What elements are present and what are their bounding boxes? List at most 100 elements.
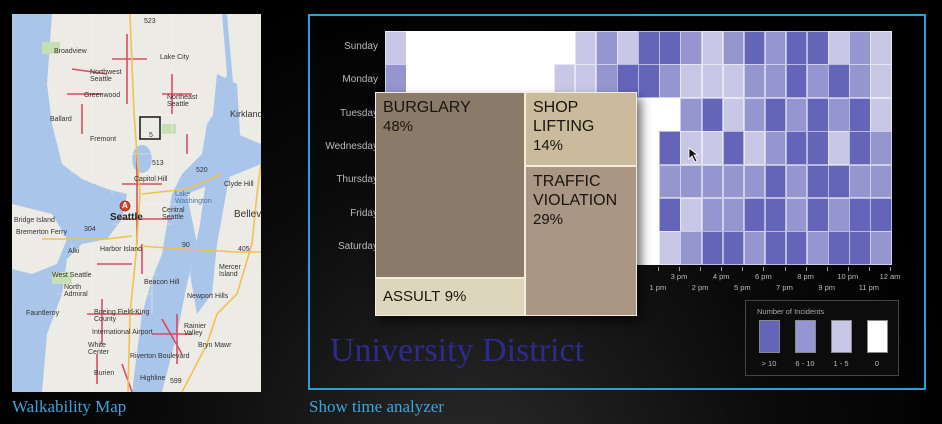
heatmap-cell[interactable]: [701, 198, 724, 232]
treemap-traffic-violation[interactable]: TRAFFIC VIOLATION 29%: [525, 166, 637, 316]
heatmap-cell[interactable]: [807, 97, 829, 132]
heatmap-cell[interactable]: [743, 97, 766, 132]
heatmap-cell[interactable]: [807, 64, 829, 99]
heatmap-cell[interactable]: [490, 31, 513, 65]
heatmap-cell[interactable]: [722, 31, 745, 65]
heatmap-cell[interactable]: [870, 198, 892, 232]
heatmap-cell[interactable]: [849, 198, 871, 232]
heatmap-cell[interactable]: [680, 64, 702, 99]
heatmap-cell[interactable]: [680, 164, 702, 199]
heatmap-cell[interactable]: [701, 64, 724, 99]
heatmap-cell[interactable]: [743, 198, 766, 232]
heatmap-cell[interactable]: [870, 131, 892, 166]
heatmap-cell[interactable]: [764, 198, 787, 232]
heatmap-cell[interactable]: [722, 64, 745, 99]
heatmap-cell[interactable]: [870, 31, 892, 65]
heatmap-cell[interactable]: [638, 131, 660, 166]
heatmap-cell[interactable]: [680, 31, 702, 65]
heatmap-cell[interactable]: [849, 31, 871, 65]
heatmap-cell[interactable]: [828, 164, 850, 199]
heatmap-cell[interactable]: [828, 97, 850, 132]
heatmap-cell[interactable]: [638, 231, 660, 266]
heatmap-cell[interactable]: [849, 64, 871, 99]
heatmap-cell[interactable]: [785, 64, 808, 99]
heatmap-cell[interactable]: [849, 97, 871, 132]
heatmap-cell[interactable]: [680, 131, 702, 166]
heatmap-cell[interactable]: [764, 231, 787, 266]
heatmap-cell[interactable]: [701, 97, 724, 132]
heatmap-cell[interactable]: [870, 64, 892, 99]
heatmap-cell[interactable]: [574, 31, 597, 65]
heatmap-cell[interactable]: [638, 31, 660, 65]
heatmap-cell[interactable]: [701, 231, 724, 266]
heatmap-cell[interactable]: [828, 64, 850, 99]
heatmap-cell[interactable]: [764, 97, 787, 132]
heatmap-cell[interactable]: [722, 131, 745, 166]
heatmap-cell[interactable]: [764, 64, 787, 99]
heatmap-cell[interactable]: [785, 97, 808, 132]
crime-type-treemap[interactable]: BURGLARY 48% SHOP LIFTING 14% TRAFFIC VI…: [375, 92, 637, 316]
heatmap-cell[interactable]: [638, 64, 660, 99]
heatmap-cell[interactable]: [743, 31, 766, 65]
heatmap-cell[interactable]: [807, 198, 829, 232]
heatmap-cell[interactable]: [807, 131, 829, 166]
heatmap-cell[interactable]: [701, 131, 724, 166]
heatmap-cell[interactable]: [638, 164, 660, 199]
heatmap-cell[interactable]: [785, 31, 808, 65]
heatmap-cell[interactable]: [659, 131, 681, 166]
heatmap-cell[interactable]: [828, 31, 850, 65]
heatmap-cell[interactable]: [870, 164, 892, 199]
heatmap-cell[interactable]: [722, 231, 745, 266]
heatmap-cell[interactable]: [427, 31, 449, 65]
heatmap-cell[interactable]: [828, 131, 850, 166]
heatmap-cell[interactable]: [849, 231, 871, 266]
map-canvas[interactable]: [12, 14, 261, 392]
treemap-assult[interactable]: ASSULT 9%: [375, 278, 525, 316]
heatmap-cell[interactable]: [764, 131, 787, 166]
heatmap-cell[interactable]: [659, 231, 681, 266]
heatmap-cell[interactable]: [596, 31, 618, 65]
heatmap-cell[interactable]: [870, 97, 892, 132]
heatmap-cell[interactable]: [764, 164, 787, 199]
heatmap-cell[interactable]: [722, 198, 745, 232]
heatmap-cell[interactable]: [448, 31, 470, 65]
heatmap-cell[interactable]: [807, 231, 829, 266]
heatmap-cell[interactable]: [406, 31, 428, 65]
heatmap-cell[interactable]: [701, 31, 724, 65]
heatmap-cell[interactable]: [743, 64, 766, 99]
heatmap-cell[interactable]: [828, 231, 850, 266]
heatmap-cell[interactable]: [511, 31, 534, 65]
heatmap-cell[interactable]: [532, 31, 555, 65]
heatmap-cell[interactable]: [680, 97, 702, 132]
heatmap-cell[interactable]: [638, 198, 660, 232]
heatmap-cell[interactable]: [659, 31, 681, 65]
heatmap-cell[interactable]: [743, 164, 766, 199]
heatmap-cell[interactable]: [659, 64, 681, 99]
heatmap-cell[interactable]: [785, 164, 808, 199]
heatmap-cell[interactable]: [764, 31, 787, 65]
heatmap-cell[interactable]: [807, 31, 829, 65]
heatmap-cell[interactable]: [870, 231, 892, 266]
heatmap-cell[interactable]: [659, 164, 681, 199]
heatmap-cell[interactable]: [659, 97, 681, 132]
heatmap-cell[interactable]: [849, 131, 871, 166]
heatmap-cell[interactable]: [828, 198, 850, 232]
heatmap-cell[interactable]: [385, 31, 407, 65]
heatmap-cell[interactable]: [722, 164, 745, 199]
heatmap-cell[interactable]: [785, 198, 808, 232]
heatmap-cell[interactable]: [743, 131, 766, 166]
treemap-shoplifting[interactable]: SHOP LIFTING 14%: [525, 92, 637, 166]
heatmap-cell[interactable]: [469, 31, 491, 65]
heatmap-cell[interactable]: [807, 164, 829, 199]
heatmap-cell[interactable]: [617, 31, 639, 65]
heatmap-cell[interactable]: [743, 231, 766, 266]
heatmap-cell[interactable]: [659, 198, 681, 232]
heatmap-cell[interactable]: [722, 97, 745, 132]
heatmap-cell[interactable]: [638, 97, 660, 132]
heatmap-cell[interactable]: [680, 198, 702, 232]
heatmap-cell[interactable]: [701, 164, 724, 199]
heatmap-cell[interactable]: [553, 31, 576, 65]
walkability-map[interactable]: Broadview Lake City Northwest Seattle No…: [12, 14, 261, 392]
heatmap-cell[interactable]: [680, 231, 702, 266]
treemap-burglary[interactable]: BURGLARY 48%: [375, 92, 525, 278]
